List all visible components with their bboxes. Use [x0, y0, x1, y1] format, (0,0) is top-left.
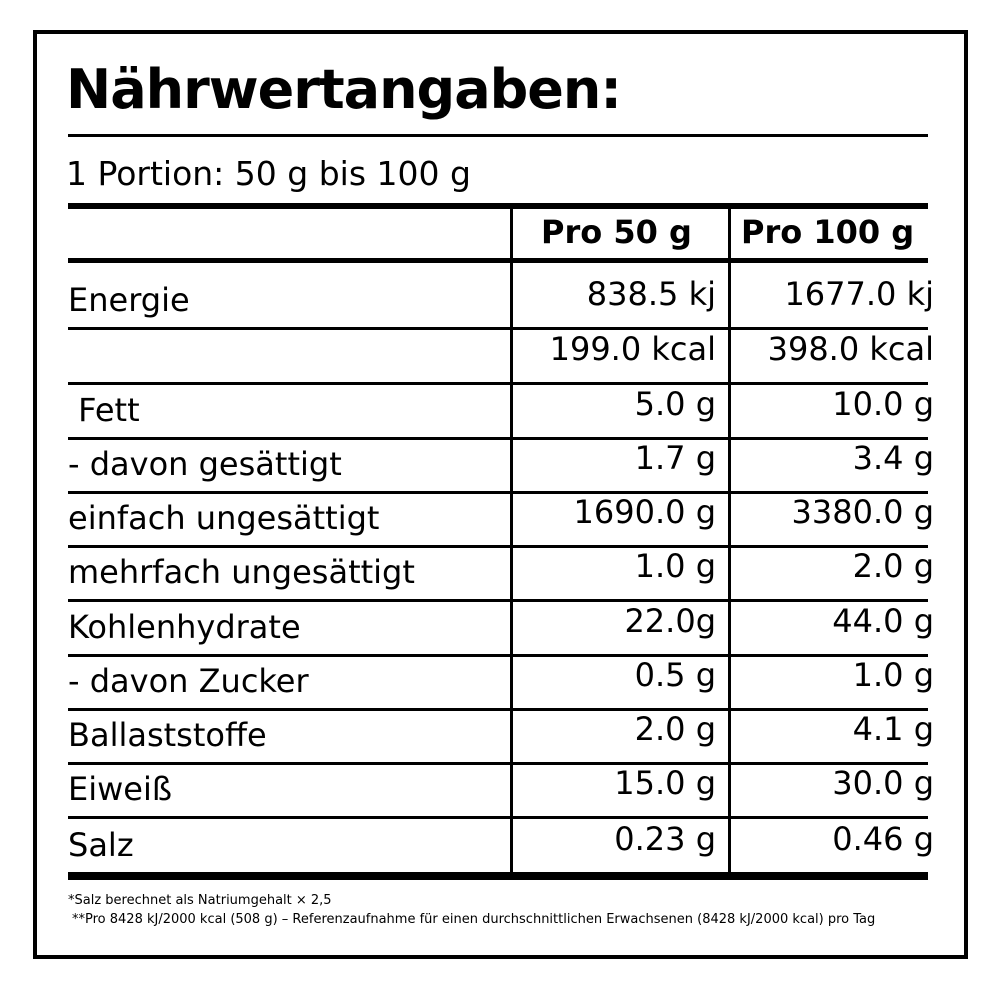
row-label: - davon Zucker: [68, 662, 309, 700]
row-label: Kohlenhydrate: [68, 608, 301, 646]
value-per-100g: 1677.0 kj: [784, 275, 934, 313]
value-per-50g: 22.0g: [624, 602, 716, 640]
row-divider: [68, 762, 928, 765]
row-label: einfach ungesättigt: [68, 499, 380, 537]
row-label: Ballaststoffe: [68, 716, 267, 754]
row-label: mehrfach ungesättigt: [68, 553, 415, 591]
value-per-50g: 838.5 kj: [586, 275, 716, 313]
row-divider: [68, 437, 928, 440]
row-label: Fett: [68, 391, 140, 429]
row-label: Eiweiß: [68, 770, 173, 808]
value-per-50g: 5.0 g: [634, 385, 716, 423]
label-frame: [33, 30, 968, 959]
value-per-100g: 30.0 g: [832, 764, 934, 802]
divider: [68, 134, 928, 137]
row-divider: [68, 816, 928, 819]
footnote-reference: **Pro 8428 kJ/2000 kcal (508 g) – Refere…: [72, 912, 876, 927]
value-per-50g: 2.0 g: [634, 710, 716, 748]
value-per-100g: 44.0 g: [832, 602, 934, 640]
value-per-100g: 1.0 g: [852, 656, 934, 694]
value-per-100g: 4.1 g: [852, 710, 934, 748]
divider: [68, 203, 928, 209]
value-per-50g: 0.23 g: [614, 820, 716, 858]
divider: [68, 258, 928, 263]
value-per-100g: 2.0 g: [852, 547, 934, 585]
value-per-100g: 398.0 kcal: [767, 330, 934, 368]
row-divider: [68, 654, 928, 657]
value-per-50g: 1690.0 g: [573, 493, 716, 531]
row-divider: [68, 327, 928, 330]
value-per-50g: 1.7 g: [634, 439, 716, 477]
column-divider: [510, 209, 513, 874]
row-divider: [68, 545, 928, 548]
value-per-50g: 199.0 kcal: [549, 330, 716, 368]
row-label: - davon gesättigt: [68, 445, 342, 483]
column-header-50g: Pro 50 g: [541, 213, 692, 251]
value-per-50g: 1.0 g: [634, 547, 716, 585]
value-per-50g: 0.5 g: [634, 656, 716, 694]
column-divider: [728, 209, 731, 874]
row-divider: [68, 599, 928, 602]
divider: [68, 872, 928, 880]
portion-size: 1 Portion: 50 g bis 100 g: [66, 154, 471, 193]
column-header-100g: Pro 100 g: [741, 213, 915, 251]
row-label: Energie: [68, 281, 190, 319]
row-divider: [68, 491, 928, 494]
value-per-50g: 15.0 g: [614, 764, 716, 802]
footnote-salt: *Salz berechnet als Natriumgehalt × 2,5: [68, 893, 332, 908]
value-per-100g: 3.4 g: [852, 439, 934, 477]
row-divider: [68, 708, 928, 711]
value-per-100g: 0.46 g: [832, 820, 934, 858]
value-per-100g: 10.0 g: [832, 385, 934, 423]
value-per-100g: 3380.0 g: [791, 493, 934, 531]
row-label: Salz: [68, 826, 134, 864]
page-title: Nährwertangaben:: [66, 58, 622, 121]
row-divider: [68, 382, 928, 385]
